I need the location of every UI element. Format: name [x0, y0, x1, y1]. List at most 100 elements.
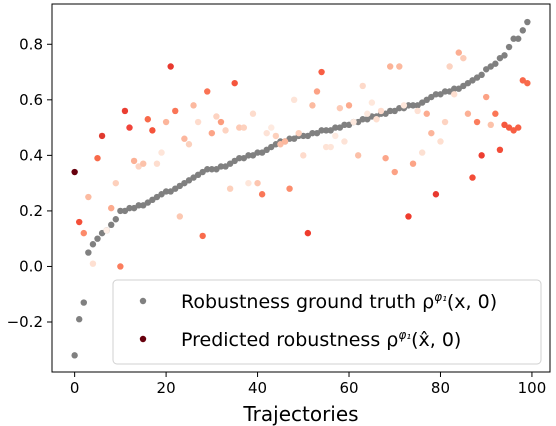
- predicted-point: [85, 193, 92, 201]
- legend: Robustness ground truth ρφ₁(x, 0) Predic…: [112, 279, 542, 365]
- predicted-point: [268, 124, 275, 131]
- predicted-point: [281, 138, 289, 145]
- predicted-point: [162, 118, 170, 126]
- predicted-point: [336, 104, 344, 112]
- predicted-point: [450, 91, 458, 98]
- ground-truth-point: [112, 216, 119, 223]
- predicted-point: [492, 110, 499, 117]
- ground-truth-point: [519, 27, 526, 34]
- predicted-point: [327, 143, 334, 151]
- predicted-point: [313, 88, 321, 95]
- predicted-point: [460, 54, 467, 62]
- plot-frame: [51, 3, 551, 373]
- ground-truth-point: [236, 154, 243, 162]
- predicted-point: [373, 116, 380, 123]
- x-tick-label: 80: [431, 379, 450, 397]
- predicted-point: [309, 102, 316, 109]
- ground-truth-point: [89, 241, 97, 248]
- predicted-point: [204, 88, 211, 95]
- predicted-point: [483, 93, 490, 101]
- predicted-point: [423, 110, 430, 117]
- predicted-point: [126, 124, 133, 131]
- ground-truth-point: [409, 102, 417, 109]
- predicted-point: [226, 185, 234, 192]
- ground-truth-point: [204, 166, 211, 173]
- ground-truth-point: [245, 152, 252, 159]
- ground-truth-point: [94, 235, 101, 242]
- predicted-point: [455, 49, 462, 56]
- predicted-points: [71, 49, 531, 270]
- predicted-point: [304, 229, 312, 237]
- predicted-point: [117, 263, 124, 270]
- ground-truth-point: [441, 88, 449, 95]
- predicted-point: [80, 229, 87, 237]
- y-tick-label: 0.8: [19, 35, 43, 53]
- predicted-point: [437, 138, 444, 145]
- predicted-point: [515, 124, 522, 131]
- ground-truth-point: [405, 102, 412, 109]
- predicted-point: [405, 213, 412, 220]
- y-tick-label: −0.2: [7, 313, 43, 331]
- ground-truth-point: [510, 35, 517, 42]
- predicted-point: [354, 152, 362, 159]
- predicted-point: [258, 191, 266, 198]
- ground-truth-point: [341, 121, 348, 129]
- legend-marker-predicted: [139, 335, 147, 343]
- predicted-point: [300, 152, 307, 159]
- ground-truth-point: [322, 127, 330, 134]
- predicted-point: [382, 154, 389, 162]
- predicted-point: [231, 79, 238, 87]
- predicted-point: [396, 63, 403, 70]
- legend-label-ground-truth: Robustness ground truth ρφ₁(x, 0): [181, 290, 497, 313]
- ground-truth-point: [432, 91, 440, 98]
- predicted-point: [194, 118, 202, 126]
- y-tick-label: 0.4: [19, 146, 43, 164]
- predicted-point: [263, 129, 270, 137]
- ground-truth-point: [505, 43, 513, 51]
- predicted-point: [290, 96, 298, 104]
- predicted-point: [94, 154, 101, 162]
- predicted-point: [414, 107, 421, 115]
- predicted-point: [103, 227, 110, 234]
- ground-truth-point: [524, 18, 531, 26]
- ground-truth-point: [318, 127, 325, 134]
- predicted-point: [130, 157, 138, 165]
- predicted-point: [496, 146, 504, 154]
- predicted-point: [89, 260, 97, 267]
- predicted-point: [322, 143, 330, 151]
- predicted-point: [121, 107, 129, 115]
- predicted-point: [254, 179, 261, 187]
- predicted-point: [368, 99, 376, 106]
- predicted-point: [208, 129, 216, 137]
- predicted-point: [377, 107, 385, 115]
- predicted-point: [112, 179, 119, 187]
- ground-truth-point: [162, 188, 170, 195]
- ground-truth-point: [208, 166, 216, 173]
- predicted-point: [345, 102, 353, 109]
- x-tick-label: 100: [518, 379, 547, 397]
- predicted-point: [217, 118, 225, 126]
- predicted-point: [144, 116, 152, 123]
- predicted-point: [190, 102, 197, 109]
- predicted-point: [487, 121, 494, 129]
- x-tick-label: 0: [70, 379, 80, 397]
- predicted-point: [158, 149, 165, 156]
- ground-truth-point: [71, 352, 78, 359]
- predicted-point: [364, 110, 371, 117]
- predicted-point: [245, 179, 252, 187]
- predicted-point: [153, 160, 161, 167]
- predicted-point: [176, 213, 184, 220]
- ground-truth-point: [332, 124, 339, 131]
- y-axis-ticks: −0.2 0.0 0.2 0.4 0.6 0.8: [7, 35, 52, 331]
- ground-truth-point: [135, 202, 142, 209]
- predicted-point: [240, 124, 248, 131]
- predicted-point: [76, 218, 83, 226]
- predicted-point: [350, 118, 357, 126]
- predicted-point: [140, 160, 147, 167]
- legend-marker-ground-truth: [139, 297, 147, 305]
- ground-truth-point: [450, 85, 458, 92]
- legend-box: [112, 279, 542, 365]
- ground-truth-point: [117, 207, 124, 215]
- ground-truth-point: [254, 149, 261, 156]
